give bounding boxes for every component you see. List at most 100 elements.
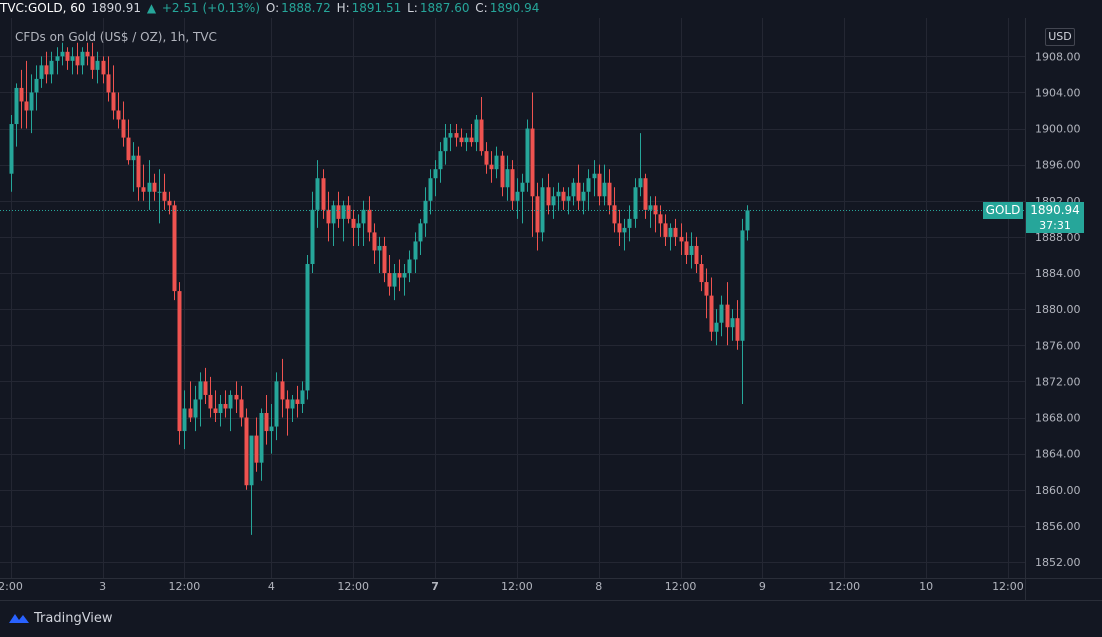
candle-body <box>234 394 239 400</box>
candle-body <box>90 56 95 70</box>
candle-body <box>622 227 627 233</box>
high-value: 1891.51 <box>351 1 402 15</box>
close-value: 1890.94 <box>489 1 540 15</box>
candle-body <box>469 137 474 143</box>
candle-body <box>530 128 535 197</box>
y-tick-label: 1904.00 <box>1035 86 1081 99</box>
low-label: L: <box>407 1 418 15</box>
y-tick-label: 1880.00 <box>1035 303 1081 316</box>
candle-body <box>505 169 510 188</box>
candle-body <box>725 304 730 328</box>
candle-body <box>679 236 684 242</box>
candle-body <box>131 155 136 161</box>
candle-body <box>310 209 315 265</box>
candle-body <box>152 182 157 192</box>
candle-body <box>341 205 346 219</box>
candle-body <box>116 110 121 120</box>
x-tick-label: 8 <box>595 580 602 593</box>
candle-body <box>735 318 740 341</box>
candle-body <box>668 227 673 237</box>
x-tick-label: 2:00 <box>0 580 23 593</box>
candle-body <box>336 205 341 219</box>
candle-body <box>121 119 126 138</box>
candle-body <box>407 259 412 274</box>
up-arrow-icon: ▲ <box>146 1 157 15</box>
candle-body <box>75 56 80 66</box>
candle-body <box>597 173 602 197</box>
x-tick-label: 12:00 <box>337 580 369 593</box>
tradingview-logo[interactable]: TradingView <box>8 608 113 628</box>
candle-body <box>14 87 19 125</box>
y-tick-label: 1896.00 <box>1035 159 1081 172</box>
candle-body <box>494 155 499 170</box>
candle-body <box>198 381 203 400</box>
y-tick-label: 1864.00 <box>1035 448 1081 461</box>
candle-body <box>85 51 90 57</box>
candle-body <box>9 124 14 174</box>
candle-body <box>418 223 423 242</box>
candle-body <box>177 291 182 432</box>
candle-body <box>280 381 285 400</box>
high-label: H: <box>336 1 350 15</box>
candle-body <box>182 408 187 432</box>
candle-body <box>111 92 116 111</box>
y-tick-label: 1900.00 <box>1035 123 1081 136</box>
candle-body <box>694 245 699 265</box>
candle-body <box>239 399 244 418</box>
candle-body <box>479 119 484 152</box>
candle-body <box>39 65 44 79</box>
candle-body <box>648 205 653 210</box>
candle-body <box>627 218 632 228</box>
candle-body <box>346 205 351 219</box>
candle-body <box>382 245 387 274</box>
candle-body <box>709 295 714 332</box>
candle-body <box>136 155 141 188</box>
candle-body <box>361 209 366 224</box>
candle-body <box>633 187 638 219</box>
candle-body <box>489 164 494 170</box>
candle-body <box>157 191 162 193</box>
candle-body <box>658 214 663 224</box>
symbol-title[interactable]: TVC:GOLD, 60 <box>0 1 86 15</box>
candle-body <box>295 399 300 404</box>
x-tick-label: 9 <box>759 580 766 593</box>
candle-body <box>474 119 479 143</box>
chart-subtitle: CFDs on Gold (US$ / OZ), 1h, TVC <box>15 30 217 44</box>
candle-body <box>423 200 428 224</box>
candle-body <box>274 381 279 427</box>
candle-body <box>433 169 438 179</box>
y-tick-label: 1908.00 <box>1035 50 1081 63</box>
candle-body <box>377 245 382 251</box>
candle-body <box>638 178 643 188</box>
candle-body <box>331 205 336 224</box>
candle-body <box>218 403 223 414</box>
candle-body <box>101 60 106 75</box>
candle-body <box>576 182 581 201</box>
currency-button[interactable]: USD <box>1045 28 1075 46</box>
candle-body <box>617 223 622 233</box>
candle-body <box>80 51 85 66</box>
x-tick-label: 12:00 <box>169 580 201 593</box>
candle-body <box>525 128 530 183</box>
candle-body <box>719 304 724 323</box>
x-tick-label: 7 <box>431 580 439 593</box>
candle-body <box>259 413 264 463</box>
candle-body <box>663 223 668 237</box>
y-tick-label: 1856.00 <box>1035 520 1081 533</box>
candle-body <box>546 187 551 206</box>
candle-body <box>29 92 34 111</box>
candle-body <box>269 426 274 432</box>
candle-body <box>367 209 372 233</box>
candle-body <box>300 390 305 404</box>
candle-body <box>602 182 607 197</box>
candle-body <box>244 417 249 486</box>
candle-body <box>213 408 218 414</box>
candle-body <box>500 155 505 188</box>
candle-body <box>95 60 100 70</box>
candle-body <box>464 137 469 143</box>
candle-body <box>208 394 213 409</box>
candle-body <box>454 133 459 138</box>
y-tick-label: 1876.00 <box>1035 339 1081 352</box>
